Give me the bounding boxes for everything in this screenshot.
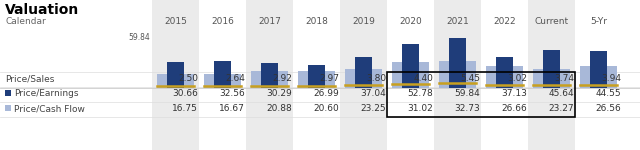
Text: 2.64: 2.64 — [225, 74, 245, 83]
Text: 16.67: 16.67 — [219, 104, 245, 113]
Text: 23.27: 23.27 — [548, 104, 574, 113]
Text: 44.55: 44.55 — [595, 89, 621, 98]
Text: 20.88: 20.88 — [266, 104, 292, 113]
Bar — [401, 44, 419, 88]
Bar — [580, 66, 618, 88]
Text: Price/Cash Flow: Price/Cash Flow — [14, 104, 85, 113]
Text: 52.78: 52.78 — [407, 89, 433, 98]
Text: 2018: 2018 — [305, 17, 328, 26]
Text: 2019: 2019 — [352, 17, 375, 26]
Text: 32.56: 32.56 — [220, 89, 245, 98]
Bar — [340, 0, 387, 150]
Text: 2.50: 2.50 — [178, 74, 198, 83]
Text: 2.92: 2.92 — [272, 74, 292, 83]
Bar — [589, 51, 607, 88]
Bar — [5, 105, 11, 111]
Text: Current: Current — [534, 17, 568, 26]
Bar — [345, 69, 382, 88]
Text: 37.04: 37.04 — [360, 89, 386, 98]
Bar — [495, 57, 513, 88]
Text: 37.13: 37.13 — [501, 89, 527, 98]
Bar — [152, 0, 199, 150]
Text: 30.66: 30.66 — [172, 89, 198, 98]
Bar — [543, 50, 561, 88]
Bar — [204, 74, 241, 88]
Text: Valuation: Valuation — [5, 3, 79, 17]
Bar — [246, 0, 293, 150]
Text: 3.80: 3.80 — [366, 74, 386, 83]
Bar — [214, 61, 232, 88]
Text: 2016: 2016 — [211, 17, 234, 26]
Bar — [434, 0, 481, 150]
Text: 16.75: 16.75 — [172, 104, 198, 113]
Bar — [157, 74, 195, 88]
Bar — [486, 66, 524, 88]
Bar — [308, 65, 325, 88]
Bar — [5, 90, 11, 96]
Text: 59.84: 59.84 — [128, 33, 150, 42]
Bar — [260, 63, 278, 88]
Text: Price/Earnings: Price/Earnings — [14, 89, 79, 98]
Bar — [166, 62, 184, 88]
Text: 5.45: 5.45 — [460, 74, 480, 83]
Text: Calendar: Calendar — [5, 17, 45, 26]
Text: 3.94: 3.94 — [601, 74, 621, 83]
Bar — [298, 71, 335, 88]
Text: 26.66: 26.66 — [501, 104, 527, 113]
Text: 2017: 2017 — [258, 17, 281, 26]
Bar — [387, 72, 575, 117]
Text: 23.25: 23.25 — [360, 104, 386, 113]
Text: Price/Sales: Price/Sales — [5, 74, 54, 83]
Text: 26.56: 26.56 — [595, 104, 621, 113]
Text: 2020: 2020 — [399, 17, 422, 26]
Bar — [392, 62, 429, 88]
Text: 3.74: 3.74 — [554, 74, 574, 83]
Text: 5-Yr: 5-Yr — [590, 17, 607, 26]
Text: 59.84: 59.84 — [454, 89, 480, 98]
Text: 20.60: 20.60 — [313, 104, 339, 113]
Text: 4.40: 4.40 — [413, 74, 433, 83]
Text: 2021: 2021 — [446, 17, 469, 26]
Text: 32.73: 32.73 — [454, 104, 480, 113]
Bar — [449, 38, 467, 88]
Text: 31.02: 31.02 — [407, 104, 433, 113]
Text: 30.29: 30.29 — [266, 89, 292, 98]
Text: 2.97: 2.97 — [319, 74, 339, 83]
Bar — [532, 69, 570, 88]
Text: 26.99: 26.99 — [313, 89, 339, 98]
Bar — [251, 70, 288, 88]
Bar — [528, 0, 575, 150]
Bar — [438, 61, 476, 88]
Text: 2022: 2022 — [493, 17, 516, 26]
Text: 2015: 2015 — [164, 17, 187, 26]
Text: 3.02: 3.02 — [507, 74, 527, 83]
Text: 45.64: 45.64 — [548, 89, 574, 98]
Bar — [355, 57, 372, 88]
